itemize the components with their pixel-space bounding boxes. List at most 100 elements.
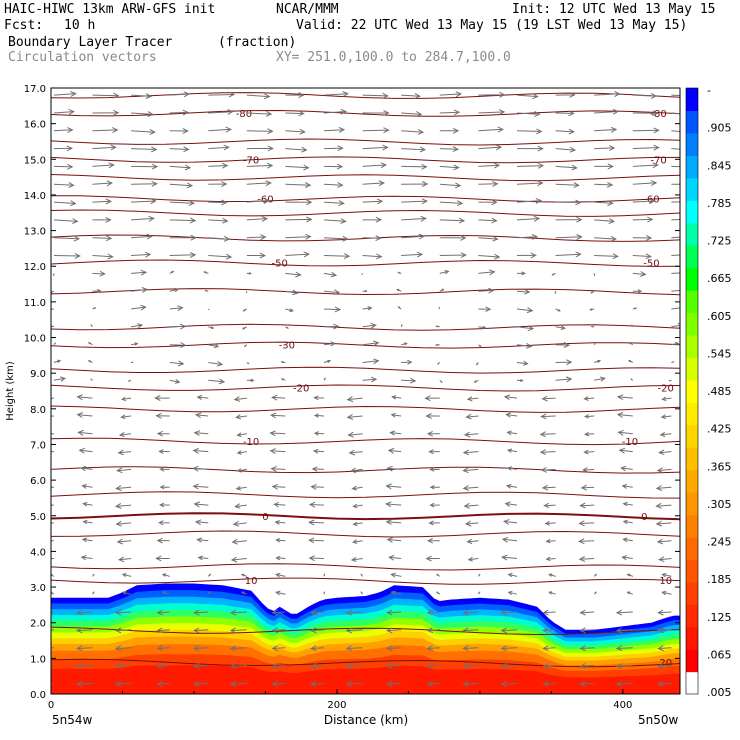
- vector-arrow: [313, 431, 325, 436]
- contour-line-extra-0: [51, 626, 680, 636]
- vector-arrow: [386, 465, 402, 472]
- org-label: NCAR/MMM: [276, 2, 339, 17]
- vector-arrow: [240, 591, 247, 595]
- vector-arrow: [308, 555, 325, 562]
- vector-arrow: [92, 127, 119, 134]
- vector-arrow: [615, 680, 633, 687]
- vector-arrow: [207, 591, 211, 595]
- colorbar-segment: [686, 334, 698, 358]
- vector-arrow: [463, 502, 479, 509]
- vector-arrow: [246, 272, 252, 275]
- vector-arrow: [120, 396, 132, 402]
- vector-arrow: [539, 431, 556, 438]
- vector-arrow: [208, 91, 236, 98]
- vector-arrow: [75, 663, 93, 669]
- vector-arrow: [236, 450, 247, 455]
- vector-arrow: [500, 645, 518, 652]
- colorbar-segment: [686, 267, 698, 291]
- colorbar-label: .545: [707, 347, 732, 360]
- vector-arrow: [671, 201, 680, 203]
- vector-arrow: [53, 182, 75, 189]
- vector-arrow: [131, 180, 158, 187]
- vector-arrow: [616, 412, 633, 418]
- vector-arrow: [192, 465, 209, 472]
- init-time: Init: 12 UTC Wed 13 May 15: [512, 2, 716, 17]
- vector-arrow: [169, 146, 190, 153]
- vector-arrow: [92, 270, 106, 277]
- vector-arrow: [310, 680, 325, 687]
- vector-arrow: [51, 665, 54, 667]
- vector-arrow: [439, 379, 443, 384]
- vector-arrow: [501, 536, 518, 543]
- colorbar-label: .605: [707, 310, 732, 323]
- vector-arrow: [439, 252, 467, 259]
- vector-arrow: [544, 520, 556, 526]
- vector-arrow: [439, 109, 461, 116]
- vector-arrow: [656, 538, 672, 545]
- vector-arrow: [75, 609, 93, 616]
- vector-arrow: [401, 359, 413, 365]
- vector-arrow: [362, 127, 390, 134]
- vector-arrow: [657, 645, 672, 652]
- vector-arrow: [131, 304, 147, 311]
- vector-arrow: [503, 394, 518, 401]
- vector-arrow: [362, 253, 383, 260]
- fcst-value: 10 h: [64, 18, 96, 33]
- vector-arrow: [478, 269, 496, 276]
- field-name: Boundary Layer Tracer: [8, 35, 173, 50]
- contour-label: -80: [650, 109, 666, 120]
- vector-arrow: [362, 340, 380, 347]
- vector-arrow: [82, 501, 93, 507]
- vector-arrow: [671, 236, 680, 239]
- vector-arrow: [626, 591, 633, 595]
- vector-arrow: [92, 162, 115, 169]
- vector-arrow: [594, 108, 620, 115]
- vector-arrow: [196, 394, 209, 401]
- vector-arrow: [362, 92, 389, 99]
- vector-arrow: [500, 554, 518, 561]
- vector-arrow: [127, 379, 132, 382]
- vector-arrow: [579, 609, 595, 616]
- vector-arrow: [401, 215, 427, 222]
- vector-arrow: [655, 502, 672, 509]
- vector-arrow: [51, 325, 55, 328]
- vector-arrow: [555, 91, 576, 98]
- vector-arrow: [615, 663, 633, 669]
- vector-arrow: [542, 627, 556, 634]
- vector-arrow: [323, 341, 336, 347]
- vector-arrow: [539, 449, 556, 455]
- vector-arrow: [246, 197, 271, 204]
- contour-label: -50: [272, 259, 288, 270]
- vector-arrow: [154, 395, 170, 401]
- colorbar: - .905 .845 .785 .725 .665 .605 .545 .485 .425 .36…: [685, 84, 732, 699]
- vector-arrow: [51, 540, 54, 542]
- y-tick-label: 12.0: [24, 262, 46, 273]
- vector-arrow: [208, 199, 228, 206]
- vector-arrow: [196, 537, 209, 543]
- vector-arrow: [615, 609, 633, 616]
- vector-arrow: [548, 573, 556, 577]
- vector-arrow: [439, 127, 460, 134]
- vector-arrow: [478, 91, 506, 98]
- vector-arrow: [193, 627, 209, 634]
- vector-arrow: [311, 466, 325, 472]
- vector-arrow: [194, 519, 209, 526]
- vector-arrow: [583, 396, 595, 401]
- vector-arrow: [116, 538, 132, 545]
- vector-arrow: [161, 591, 170, 595]
- vector-arrow: [435, 325, 440, 328]
- contour-line-extra-8: [51, 288, 680, 296]
- vector-arrow: [246, 93, 271, 100]
- vector-arrow: [308, 519, 325, 526]
- vector-arrow: [131, 111, 155, 118]
- vector-arrow: [506, 448, 518, 453]
- vector-arrow: [323, 573, 326, 577]
- vector-arrow: [208, 235, 231, 242]
- vector-arrow: [594, 235, 617, 242]
- vector-arrow: [426, 645, 440, 652]
- vector-arrow: [548, 591, 556, 595]
- vector-arrow: [161, 573, 170, 577]
- y-tick-label: 2.0: [30, 619, 46, 630]
- colorbar-segment: [686, 88, 698, 112]
- vector-arrow: [668, 379, 672, 382]
